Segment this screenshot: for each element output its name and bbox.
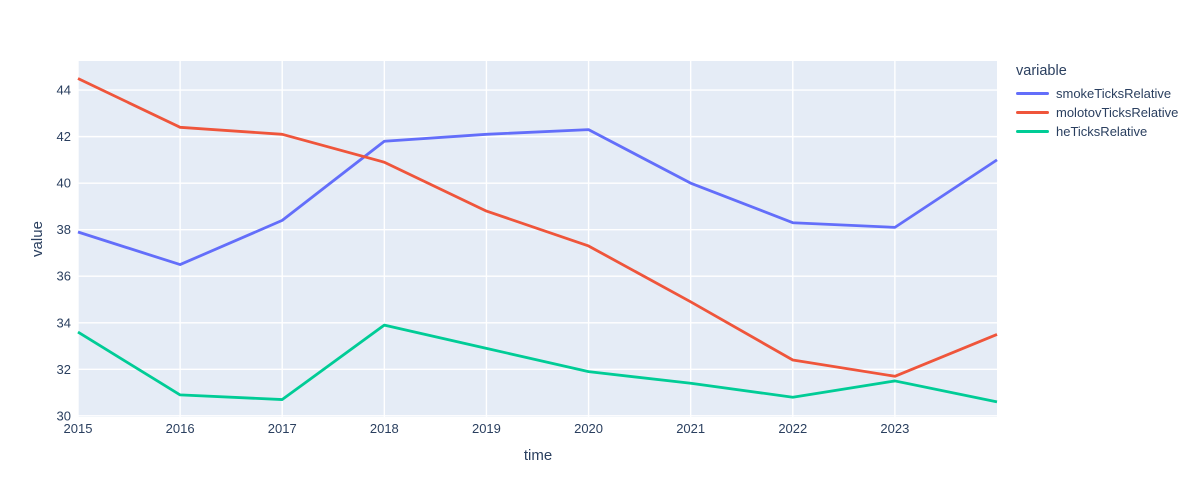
y-tick-label: 30 xyxy=(57,408,71,423)
x-tick-label: 2015 xyxy=(64,421,93,436)
y-tick-label: 44 xyxy=(57,83,71,98)
plot-background xyxy=(78,61,997,417)
y-tick-label: 38 xyxy=(57,222,71,237)
x-tick-label: 2018 xyxy=(370,421,399,436)
x-tick-label: 2017 xyxy=(268,421,297,436)
x-tick-label: 2022 xyxy=(778,421,807,436)
legend-line-swatch-molotov xyxy=(1016,111,1049,114)
series-line-heTicksRelative[interactable] xyxy=(77,323,998,404)
legend-label-smoke: smokeTicksRelative xyxy=(1056,86,1172,101)
y-tick-label: 34 xyxy=(57,315,71,330)
x-tick-label: 2020 xyxy=(574,421,603,436)
y-tick-label: 42 xyxy=(57,129,71,144)
x-tick-label: 2016 xyxy=(166,421,195,436)
x-tick-label: 2021 xyxy=(676,421,705,436)
y-tick-label: 40 xyxy=(57,176,71,191)
legend-label-molotov: molotovTicksRelative xyxy=(1056,105,1179,120)
y-tick-label: 36 xyxy=(57,269,71,284)
legend-item-smokeTicksRelative[interactable]: smokeTicksRelative xyxy=(1016,84,1178,103)
series-line-molotovTicksRelative[interactable] xyxy=(77,77,998,378)
x-tick-label: 2019 xyxy=(472,421,501,436)
legend-line-swatch-smoke xyxy=(1016,92,1049,95)
legend: variable smokeTicksRelative molotovTicks… xyxy=(1016,63,1178,141)
series-line-smokeTicksRelative[interactable] xyxy=(77,128,998,266)
y-axis-title: value xyxy=(29,221,46,257)
legend-item-heTicksRelative[interactable]: heTicksRelative xyxy=(1016,122,1178,141)
legend-item-molotovTicksRelative[interactable]: molotovTicksRelative xyxy=(1016,103,1178,122)
legend-line-swatch-he xyxy=(1016,130,1049,133)
x-tick-label: 2023 xyxy=(880,421,909,436)
legend-title: variable xyxy=(1016,63,1067,79)
x-axis-title: time xyxy=(524,447,552,464)
y-tick-label: 32 xyxy=(57,362,71,377)
legend-label-he: heTicksRelative xyxy=(1056,124,1148,139)
